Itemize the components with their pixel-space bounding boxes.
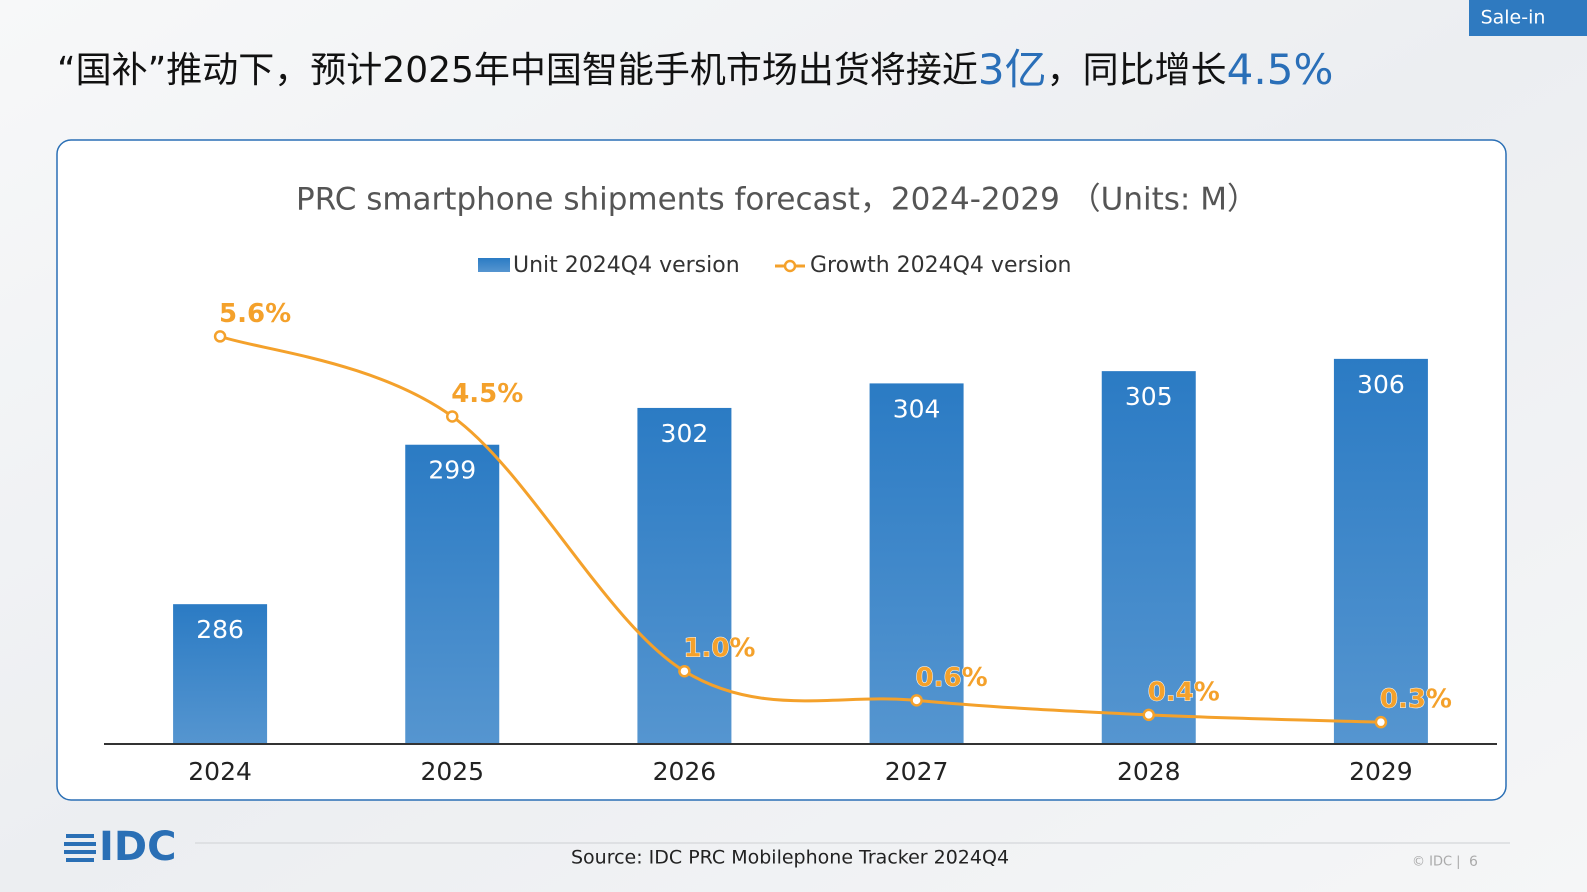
headline: “国补”推动下，预计2025年中国智能手机市场出货将接近3亿，同比增长4.5% — [57, 45, 1333, 94]
growth-label: 0.3% — [1380, 685, 1452, 715]
x-tick-label: 2027 — [885, 757, 949, 786]
badge: Sale-in — [1481, 7, 1546, 29]
growth-point — [446, 410, 459, 423]
growth-point — [213, 330, 227, 343]
growth-label: 1.0% — [683, 634, 755, 664]
bar — [1101, 371, 1196, 744]
bar — [637, 407, 732, 744]
bar-label: 302 — [661, 419, 709, 448]
bar-label: 305 — [1125, 382, 1173, 411]
headline-highlight: 3亿 — [978, 45, 1047, 94]
legend-swatch — [478, 258, 510, 272]
growth-label: 5.6% — [219, 299, 291, 329]
legend-label: Growth 2024Q4 version — [810, 253, 1072, 278]
headline-part: ，同比增长 — [1047, 50, 1227, 91]
bar-label: 304 — [893, 394, 941, 423]
x-tick-label: 2025 — [420, 757, 484, 786]
bar-label: 286 — [196, 615, 244, 644]
legend-marker — [783, 259, 797, 273]
headline-highlight: 4.5% — [1227, 45, 1334, 94]
growth-point — [1142, 708, 1155, 722]
source: Source: IDC PRC Mobilephone Tracker 2024… — [571, 847, 1009, 869]
page-number: 6 — [1469, 854, 1478, 870]
growth-point — [910, 694, 923, 707]
growth-line — [219, 334, 1381, 724]
growth-label: 0.4% — [1148, 677, 1220, 707]
growth-label: 0.6% — [916, 663, 988, 693]
legend-label: Unit 2024Q4 version — [513, 253, 740, 278]
chart-title: PRC smartphone shipments forecast，2024-2… — [296, 182, 1258, 218]
logo-stripes — [64, 834, 96, 862]
x-tick-label: 2024 — [188, 757, 252, 786]
growth-point — [1374, 715, 1388, 729]
badge-box — [1469, 0, 1587, 36]
x-tick-label: 2028 — [1117, 757, 1181, 786]
headline-part: “国补”推动下，预计2025年中国智能手机市场出货将接近 — [57, 50, 978, 91]
x-tick-label: 2029 — [1349, 757, 1413, 786]
bar-label: 299 — [428, 456, 476, 485]
bar — [869, 383, 964, 744]
bar — [173, 604, 268, 744]
logo: IDC — [99, 824, 176, 870]
growth-point — [678, 664, 691, 678]
bar — [405, 444, 500, 744]
growth-label: 4.5% — [451, 379, 523, 409]
bar — [1333, 358, 1428, 744]
legend-item: Unit 2024Q4 version — [478, 253, 740, 278]
bar-label: 306 — [1357, 370, 1405, 399]
legend-item: Growth 2024Q4 version — [775, 253, 1072, 278]
copyright: © IDC | — [1412, 855, 1461, 870]
x-tick-label: 2026 — [653, 757, 717, 786]
plot: Unit 2024Q4 version Growth 2024Q4 version… — [104, 253, 1497, 786]
